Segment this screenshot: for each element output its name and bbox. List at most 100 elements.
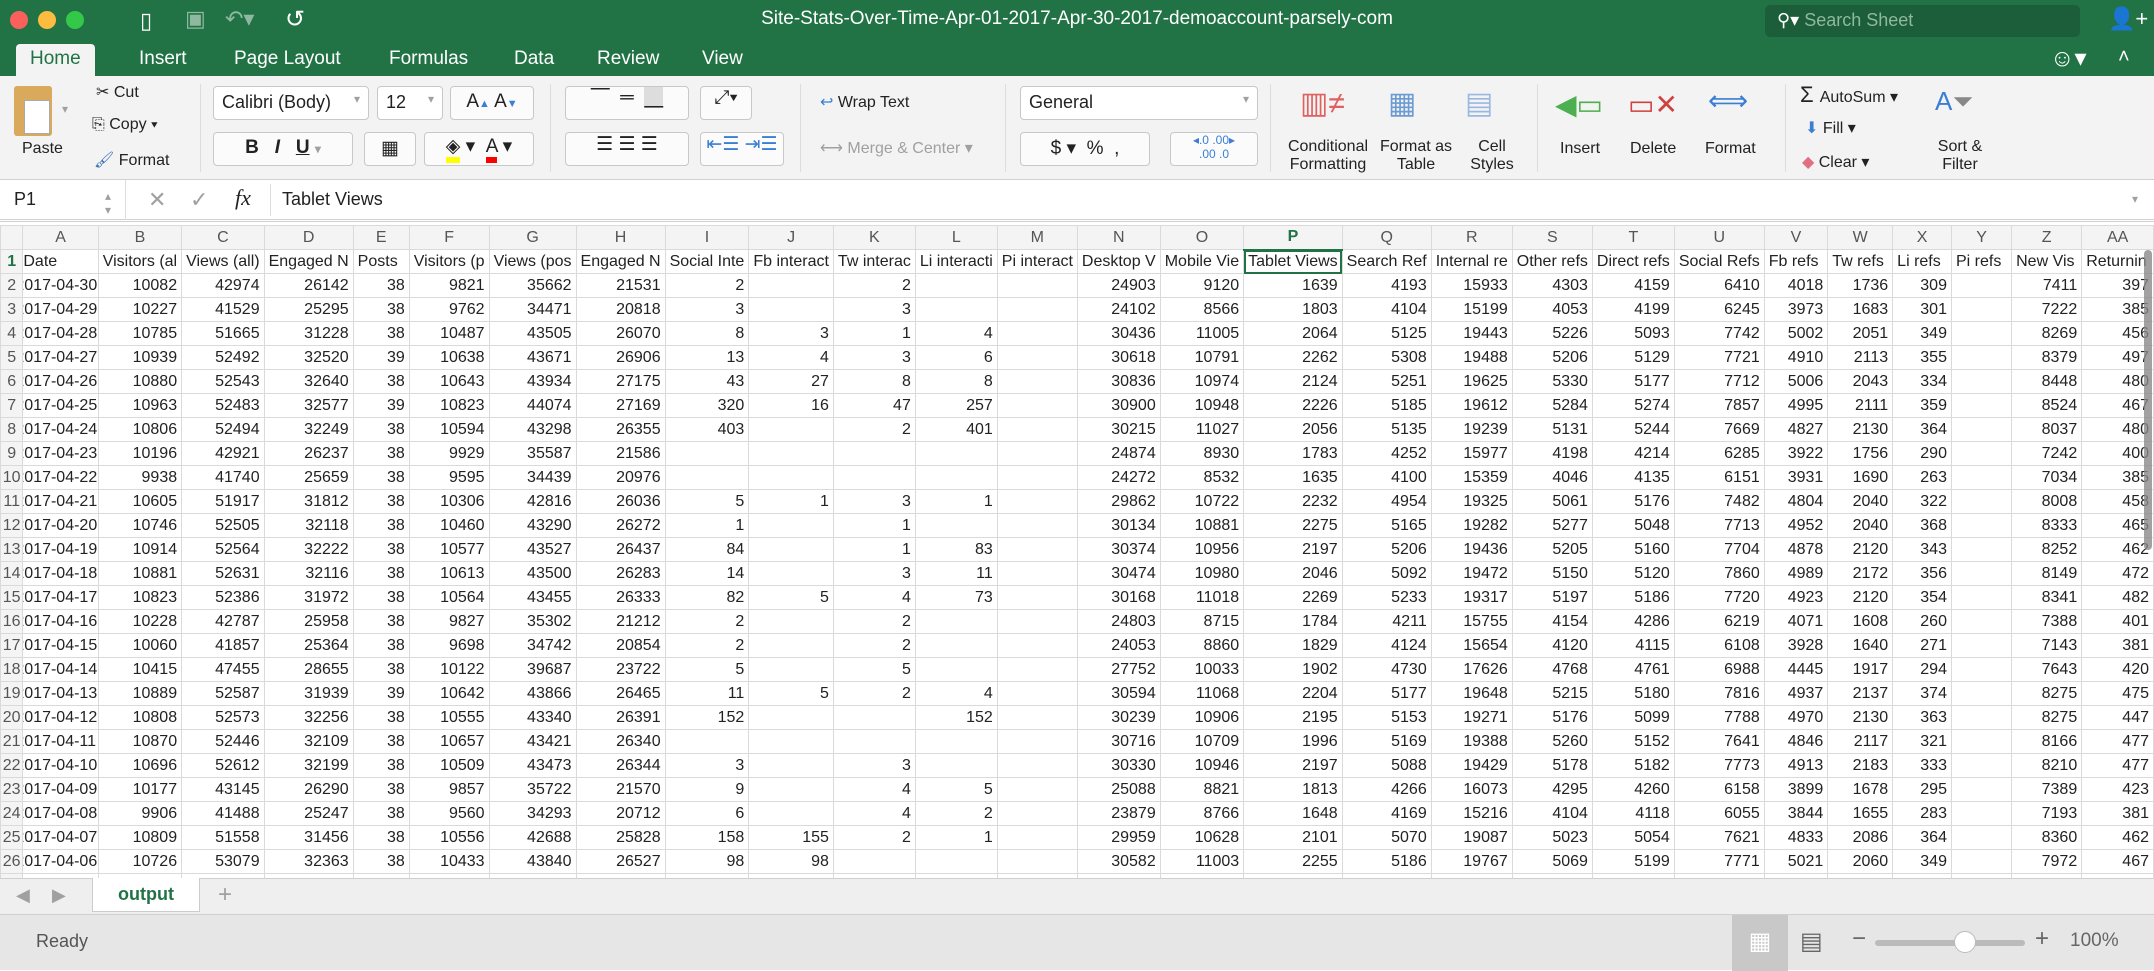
cell[interactable]: 32118 (263, 513, 354, 538)
cell[interactable]: 19239 (1430, 417, 1513, 442)
cell[interactable] (914, 657, 998, 682)
vertical-scrollbar[interactable] (2144, 250, 2152, 550)
cell[interactable]: 6245 (1673, 297, 1765, 322)
cell[interactable]: 8275 (2011, 681, 2083, 706)
cell[interactable]: 4 (748, 345, 834, 370)
cell[interactable] (832, 465, 916, 490)
cell[interactable]: 26056 (575, 873, 666, 878)
cell[interactable] (748, 753, 834, 778)
font-color-icon[interactable]: A (485, 136, 498, 163)
cell[interactable]: 16 (748, 393, 834, 418)
cell[interactable]: 27169 (575, 393, 666, 418)
cell[interactable]: 271 (1892, 633, 1952, 658)
cell[interactable]: 26391 (575, 705, 666, 730)
cell[interactable]: 2 (832, 609, 916, 634)
cell[interactable]: 6055 (1673, 801, 1765, 826)
comma-button[interactable]: , (1114, 138, 1120, 159)
cell[interactable] (664, 441, 750, 466)
cell[interactable]: 1608 (1827, 609, 1894, 634)
cell[interactable]: 364 (1892, 417, 1952, 442)
cell[interactable]: 26340 (575, 729, 666, 754)
cell[interactable] (832, 729, 916, 754)
cell[interactable]: 8532 (1159, 465, 1245, 490)
cell[interactable]: 47455 (181, 657, 265, 682)
cell[interactable]: 19429 (1430, 753, 1513, 778)
zoom-window-button[interactable] (66, 11, 84, 29)
column-header-O[interactable]: O (1159, 225, 1245, 250)
cell[interactable]: 5093 (1591, 321, 1675, 346)
cell[interactable]: 401 (914, 417, 998, 442)
cell[interactable]: 11068 (1159, 681, 1245, 706)
cell[interactable]: 5120 (1591, 561, 1675, 586)
cell[interactable]: 8149 (2011, 561, 2083, 586)
cell[interactable]: 10177 (97, 777, 183, 802)
cell[interactable]: 98 (664, 849, 750, 874)
cell[interactable]: 5048 (1591, 513, 1675, 538)
cell[interactable] (832, 705, 916, 730)
column-header-Y[interactable]: Y (1950, 225, 2013, 250)
cell[interactable]: 26527 (575, 849, 666, 874)
minimize-window-button[interactable] (38, 11, 56, 29)
cell[interactable]: 10696 (97, 753, 183, 778)
cell[interactable]: 10487 (408, 321, 490, 346)
cell[interactable]: 39 (352, 681, 410, 706)
cell[interactable]: 2172 (1827, 561, 1894, 586)
header-cell[interactable]: Li refs (1892, 249, 1952, 274)
cell[interactable]: 10967 (1159, 873, 1245, 878)
cell[interactable]: 5176 (1511, 705, 1593, 730)
cell[interactable]: 2226 (1243, 393, 1343, 418)
cell[interactable] (996, 729, 1078, 754)
cell[interactable]: 82 (664, 585, 750, 610)
column-header-H[interactable]: H (575, 225, 666, 250)
cell[interactable]: 7388 (2011, 609, 2083, 634)
header-cell[interactable]: Pi interact (996, 249, 1078, 274)
zoom-slider-thumb[interactable] (1954, 931, 1976, 953)
cell[interactable]: 295 (1892, 777, 1952, 802)
cell[interactable] (748, 513, 834, 538)
cell[interactable]: 26333 (575, 585, 666, 610)
cell[interactable]: 11005 (1159, 321, 1245, 346)
cell[interactable]: 30374 (1076, 537, 1161, 562)
cell[interactable]: 10460 (408, 513, 490, 538)
cell[interactable]: 5 (664, 489, 750, 514)
tab-home[interactable]: Home (16, 44, 95, 76)
cell[interactable]: 29959 (1076, 825, 1161, 850)
cell[interactable] (914, 849, 998, 874)
cell[interactable]: 6219 (1673, 609, 1765, 634)
cell[interactable]: 51665 (181, 321, 265, 346)
cell[interactable]: 43145 (181, 777, 265, 802)
cell[interactable]: 30436 (1076, 321, 1161, 346)
cell[interactable]: 9929 (408, 441, 490, 466)
cell[interactable]: 2043 (1827, 369, 1894, 394)
cell[interactable]: 2051 (1827, 321, 1894, 346)
cell[interactable] (996, 777, 1078, 802)
cell[interactable]: 21212 (575, 609, 666, 634)
cell[interactable]: 155 (748, 825, 834, 850)
cell[interactable]: 5129 (1591, 345, 1675, 370)
cell[interactable]: 4286 (1591, 609, 1675, 634)
cell[interactable]: 10746 (97, 513, 183, 538)
cell[interactable]: 8360 (2011, 825, 2083, 850)
cell[interactable]: 474 (2081, 873, 2154, 878)
cell[interactable]: 38 (352, 585, 410, 610)
cell[interactable]: 381 (2081, 633, 2154, 658)
cell[interactable]: 38 (352, 705, 410, 730)
cell[interactable]: 10722 (1159, 489, 1245, 514)
cell[interactable]: 5 (914, 777, 998, 802)
cell[interactable] (914, 513, 998, 538)
row-header[interactable]: 26 (0, 849, 24, 874)
cell[interactable]: 397 (2081, 273, 2154, 298)
cell[interactable]: 5135 (1341, 417, 1432, 442)
cell[interactable]: 43505 (488, 321, 577, 346)
sidebar-toggle-icon[interactable]: ▯ (140, 8, 153, 33)
cell[interactable]: 152 (914, 705, 998, 730)
cell[interactable]: 3 (832, 297, 916, 322)
cell[interactable] (996, 873, 1078, 878)
cell[interactable]: 28655 (263, 657, 354, 682)
cell[interactable]: 10956 (1159, 537, 1245, 562)
cell[interactable]: 31228 (263, 321, 354, 346)
cell[interactable]: 8821 (1159, 777, 1245, 802)
orientation-button[interactable]: ⤢▾ (700, 86, 752, 120)
column-header-X[interactable]: X (1892, 225, 1952, 250)
cell[interactable]: 19767 (1430, 849, 1513, 874)
